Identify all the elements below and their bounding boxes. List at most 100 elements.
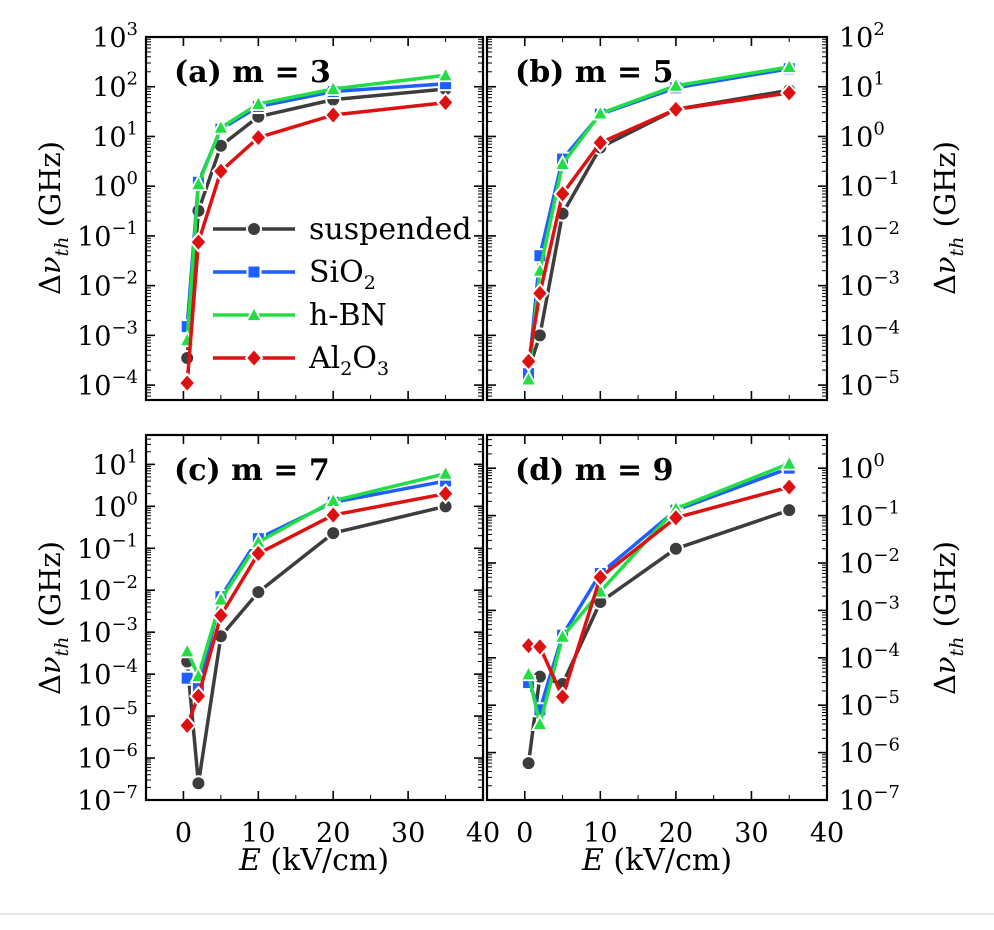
data-point-h-BN: [519, 664, 538, 682]
data-point-Al2O3: [248, 127, 268, 149]
data-point-h-BN: [249, 94, 268, 111]
x-tick-label: 10: [583, 818, 617, 849]
data-point-Al2O3: [779, 476, 799, 498]
x-tick-label: 40: [810, 818, 844, 849]
data-point-suspended: [667, 540, 684, 557]
legend-label: SiO2: [309, 255, 376, 294]
data-point-h-BN: [178, 641, 197, 659]
y-tick-label: 100: [839, 118, 885, 153]
panel-label: (d) m = 9: [515, 453, 673, 488]
panel-label: (b) m = 5: [515, 55, 673, 90]
y-tick-label: 10−3: [77, 317, 138, 352]
y-axis-label: Δνth (GHz): [928, 141, 968, 295]
y-tick-label: 10−2: [839, 545, 900, 580]
x-axis-label: E (kV/cm): [581, 843, 732, 878]
y-tick-label: 101: [92, 446, 138, 481]
y-tick-label: 10−3: [77, 614, 138, 649]
y-tick-label: 10−1: [77, 530, 138, 565]
x-tick-label: 20: [316, 818, 350, 849]
legend-label: Al2O3: [308, 341, 389, 380]
data-point-Al2O3: [211, 604, 231, 626]
y-tick-label: 10−5: [839, 367, 900, 402]
data-point-Al2O3: [519, 635, 538, 657]
x-tick-label: 30: [734, 818, 768, 849]
data-point-Al2O3: [590, 132, 610, 154]
y-tick-label: 10−4: [839, 317, 900, 352]
y-tick-label: 10−3: [839, 268, 900, 303]
legend-entry: suspended: [213, 212, 472, 247]
y-tick-label: 10−4: [77, 367, 138, 402]
panel-2: 10−5 10−4 10−3 10−2 10−1 100 101 102 (b) m = 5: [485, 19, 900, 402]
y-tick-label: 10−1: [839, 168, 900, 203]
plot-frame: [144, 35, 485, 402]
x-axis-label: E (kV/cm): [238, 843, 389, 878]
data-point-suspended: [250, 584, 267, 601]
data-point-h-BN: [519, 369, 538, 387]
y-tick-label: 10−6: [839, 735, 900, 770]
y-tick-label: 102: [839, 19, 885, 54]
data-point-h-BN: [189, 174, 208, 192]
data-point-h-BN: [211, 117, 230, 135]
y-tick-label: 101: [839, 69, 885, 104]
y-tick-label: 10−7: [839, 782, 900, 817]
y-tick-label: 10−3: [839, 592, 900, 627]
data-point-Al2O3: [177, 372, 197, 394]
panel-1: 10−4 10−3 10−2 10−1 100 101 102 103 (a) m = 3: [77, 19, 485, 402]
y-axis-label: Δνth (GHz): [33, 141, 73, 295]
series-line-SiO2: [185, 479, 446, 691]
series-line-h-BN: [185, 471, 446, 678]
legend-marker: [244, 305, 264, 322]
data-point-Al2O3: [553, 183, 572, 205]
data-point-h-BN: [436, 65, 455, 83]
y-axis-label: Δνth (GHz): [33, 541, 73, 695]
legend-entry: h-BN: [213, 298, 387, 333]
y-tick-label: 10−6: [77, 740, 138, 775]
y-tick-label: 10−1: [839, 498, 900, 533]
data-point-h-BN: [666, 75, 685, 93]
data-point-Al2O3: [211, 160, 231, 182]
y-tick-label: 100: [92, 168, 138, 203]
data-point-Al2O3: [323, 104, 343, 126]
series-line-SiO2: [526, 67, 790, 374]
y-tick-label: 101: [92, 118, 138, 153]
y-tick-label: 10−4: [77, 656, 138, 691]
data-point-suspended: [325, 525, 342, 542]
data-point-Al2O3: [436, 92, 455, 114]
data-point-h-BN: [553, 626, 572, 644]
data-point-h-BN: [553, 154, 572, 171]
legend-marker: [246, 221, 262, 237]
data-point-Al2O3: [530, 636, 550, 658]
legend-label: h-BN: [309, 298, 387, 333]
panel-label: (c) m = 7: [174, 453, 330, 488]
data-point-Al2O3: [666, 98, 686, 120]
data-point-Al2O3: [553, 686, 572, 708]
data-point-Al2O3: [530, 282, 550, 304]
x-tick-label: 10: [241, 818, 275, 849]
data-point-suspended: [520, 755, 537, 772]
series-line-suspended: [526, 508, 790, 764]
series-line-Al2O3: [528, 485, 790, 699]
panel-4: 10−7 10−6 10−5 10−4 10−3 10−2 10−1 100 0 10 20 30 40…: [485, 433, 900, 849]
series-line-Al2O3: [185, 491, 446, 727]
data-point-Al2O3: [519, 350, 538, 372]
y-tick-label: 10−7: [77, 782, 138, 817]
y-tick-label: 10−5: [839, 687, 900, 722]
y-axis-label: Δνth (GHz): [928, 541, 968, 695]
data-point-h-BN: [530, 714, 549, 731]
series-line-Al2O3: [185, 100, 446, 384]
data-point-Al2O3: [189, 231, 208, 253]
y-tick-label: 10−5: [77, 698, 138, 733]
x-tick-label: 40: [466, 818, 500, 849]
y-tick-label: 10−4: [839, 640, 900, 675]
plot-frame: [485, 35, 829, 402]
y-tick-label: 10−2: [77, 572, 138, 607]
plot-frame: [144, 433, 485, 802]
legend-marker: [244, 347, 264, 369]
data-point-h-BN: [436, 463, 455, 481]
y-tick-label: 100: [92, 488, 138, 523]
data-point-Al2O3: [779, 82, 799, 104]
data-point-Al2O3: [177, 714, 197, 736]
x-tick-label: 20: [659, 818, 693, 849]
series-line-h-BN: [185, 73, 446, 341]
